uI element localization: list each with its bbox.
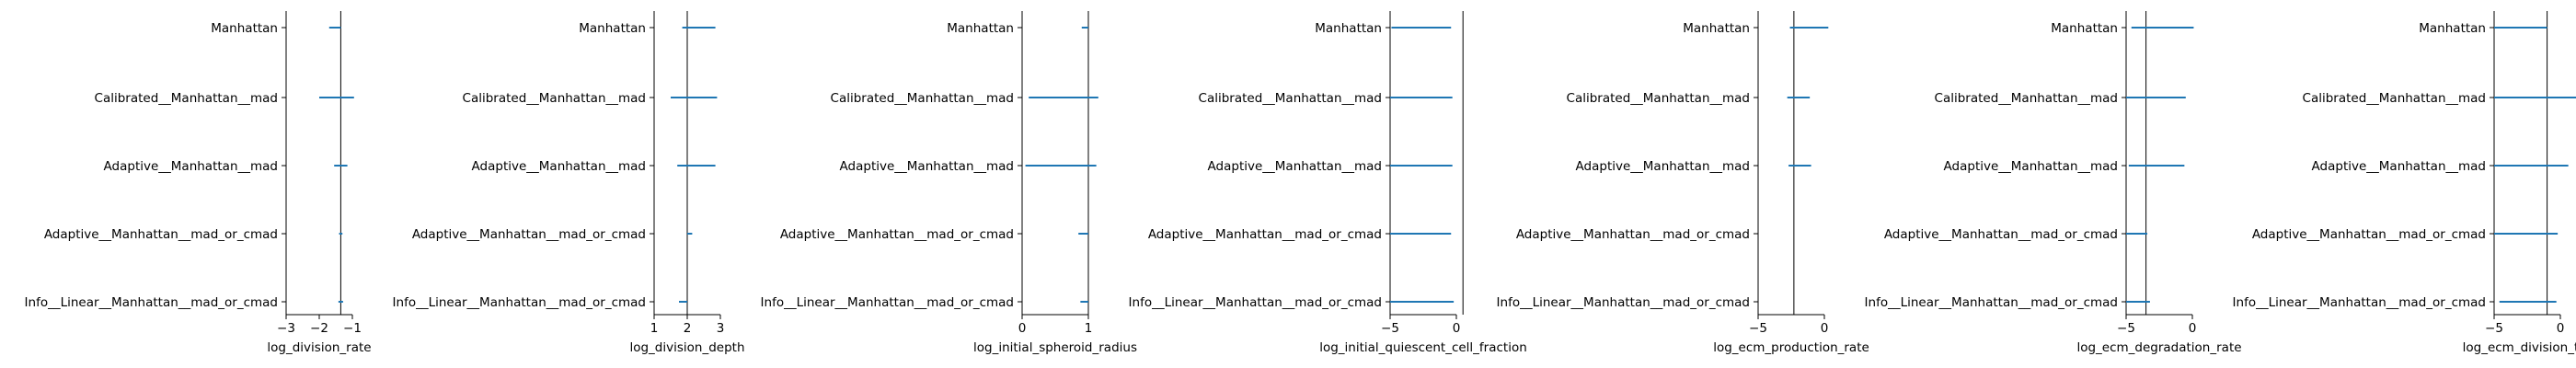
category-label: Adaptive__Manhattan__mad_or_cmad bbox=[1148, 227, 1382, 242]
category-label: Info__Linear__Manhattan__mad_or_cmad bbox=[761, 295, 1014, 310]
category-label: Manhattan bbox=[2419, 21, 2486, 36]
x-tick-label: 0 bbox=[1821, 321, 1829, 336]
x-axis-label: log_ecm_division_thr bbox=[2463, 340, 2576, 355]
x-tick-label: 3 bbox=[717, 321, 725, 336]
x-axis-label: log_initial_quiescent_cell_fraction bbox=[1319, 340, 1527, 355]
x-axis-label: log_division_rate bbox=[267, 340, 371, 355]
x-tick-label: −1 bbox=[343, 321, 362, 336]
category-label: Adaptive__Manhattan__mad_or_cmad bbox=[1516, 227, 1750, 242]
panel-6: Manhattan Calibrated__Manhattan__mad Adapt… bbox=[2233, 11, 2576, 355]
category-label: Manhattan bbox=[579, 21, 646, 36]
panel-1: Manhattan Calibrated__Manhattan__mad Adapt… bbox=[393, 11, 745, 355]
x-tick-label: 1 bbox=[1085, 321, 1093, 336]
category-label: Adaptive__Manhattan__mad bbox=[1944, 159, 2118, 174]
x-tick-label: 0 bbox=[1018, 321, 1027, 336]
category-label: Adaptive__Manhattan__mad bbox=[1208, 159, 1382, 174]
category-label: Calibrated__Manhattan__mad bbox=[1567, 91, 1750, 106]
category-label: Adaptive__Manhattan__mad_or_cmad bbox=[44, 227, 278, 242]
category-label: Calibrated__Manhattan__mad bbox=[1935, 91, 2118, 106]
category-label: Calibrated__Manhattan__mad bbox=[1199, 91, 1382, 106]
x-tick-label: −5 bbox=[2485, 321, 2503, 336]
x-axis-label: log_ecm_production_rate bbox=[1713, 340, 1869, 355]
panel-0: Manhattan Calibrated__Manhattan__mad Adapt… bbox=[25, 11, 372, 355]
category-label: Adaptive__Manhattan__mad_or_cmad bbox=[780, 227, 1014, 242]
category-label: Manhattan bbox=[1683, 21, 1750, 36]
x-tick-label: 1 bbox=[650, 321, 659, 336]
panel-4: Manhattan Calibrated__Manhattan__mad Adapt… bbox=[1497, 11, 1869, 355]
x-tick-label: −3 bbox=[277, 321, 295, 336]
category-label: Info__Linear__Manhattan__mad_or_cmad bbox=[2233, 295, 2486, 310]
category-label: Adaptive__Manhattan__mad bbox=[104, 159, 278, 174]
x-tick-label: 2 bbox=[684, 321, 692, 336]
category-label: Info__Linear__Manhattan__mad_or_cmad bbox=[25, 295, 278, 310]
category-label: Adaptive__Manhattan__mad bbox=[1576, 159, 1750, 174]
category-label: Adaptive__Manhattan__mad bbox=[840, 159, 1014, 174]
x-axis-label: log_ecm_degradation_rate bbox=[2076, 340, 2241, 355]
category-label: Calibrated__Manhattan__mad bbox=[831, 91, 1014, 106]
category-label: Adaptive__Manhattan__mad_or_cmad bbox=[1884, 227, 2118, 242]
panel-2: Manhattan Calibrated__Manhattan__mad Adapt… bbox=[761, 11, 1137, 355]
category-label: Info__Linear__Manhattan__mad_or_cmad bbox=[1865, 295, 2118, 310]
x-tick-label: 0 bbox=[1453, 321, 1461, 336]
panel-3: Manhattan Calibrated__Manhattan__mad Adapt… bbox=[1129, 11, 1527, 355]
category-label: Manhattan bbox=[947, 21, 1014, 36]
category-label: Calibrated__Manhattan__mad bbox=[2303, 91, 2486, 106]
category-label: Adaptive__Manhattan__mad bbox=[472, 159, 646, 174]
category-label: Manhattan bbox=[211, 21, 278, 36]
category-label: Info__Linear__Manhattan__mad_or_cmad bbox=[393, 295, 646, 310]
category-label: Calibrated__Manhattan__mad bbox=[95, 91, 278, 106]
x-tick-label: −5 bbox=[2117, 321, 2135, 336]
x-tick-label: −2 bbox=[310, 321, 328, 336]
x-tick-label: −5 bbox=[1381, 321, 1399, 336]
panel-5: Manhattan Calibrated__Manhattan__mad Adapt… bbox=[1865, 11, 2242, 355]
category-label: Manhattan bbox=[1315, 21, 1382, 36]
x-tick-label: −5 bbox=[1749, 321, 1767, 336]
category-label: Adaptive__Manhattan__mad_or_cmad bbox=[412, 227, 646, 242]
x-tick-label: 0 bbox=[2557, 321, 2565, 336]
category-label: Info__Linear__Manhattan__mad_or_cmad bbox=[1129, 295, 1382, 310]
category-label: Calibrated__Manhattan__mad bbox=[463, 91, 646, 106]
x-axis-label: log_division_depth bbox=[629, 340, 744, 355]
category-label: Manhattan bbox=[2051, 21, 2118, 36]
category-label: Adaptive__Manhattan__mad bbox=[2312, 159, 2486, 174]
x-tick-label: 0 bbox=[2189, 321, 2197, 336]
category-label: Adaptive__Manhattan__mad_or_cmad bbox=[2252, 227, 2486, 242]
category-label: Info__Linear__Manhattan__mad_or_cmad bbox=[1497, 295, 1750, 310]
x-axis-label: log_initial_spheroid_radius bbox=[973, 340, 1137, 355]
